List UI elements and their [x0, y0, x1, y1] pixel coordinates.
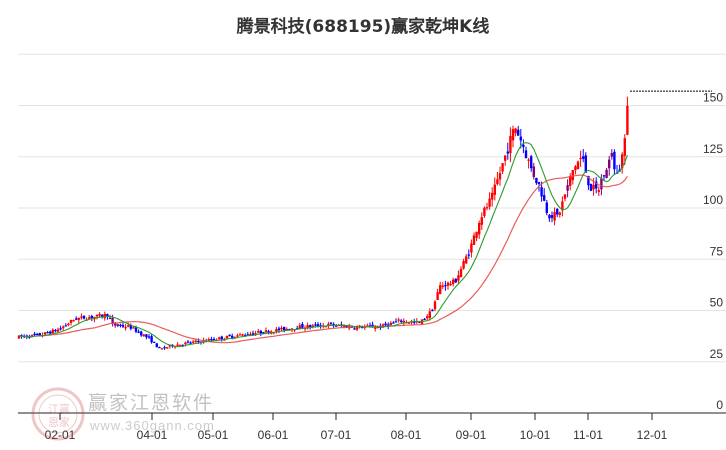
svg-text:04-01: 04-01: [137, 428, 168, 442]
svg-text:25: 25: [710, 347, 724, 361]
svg-text:100: 100: [703, 193, 723, 207]
svg-text:07-01: 07-01: [321, 428, 352, 442]
svg-text:0: 0: [716, 398, 723, 412]
svg-text:08-01: 08-01: [391, 428, 422, 442]
ma-short-line: [18, 142, 628, 348]
y-axis-labels: 0 25 50 75 100 125 150: [703, 91, 723, 413]
svg-text:05-01: 05-01: [198, 428, 229, 442]
svg-text:75: 75: [710, 244, 724, 258]
svg-text:赢: 赢: [59, 402, 70, 416]
svg-text:06-01: 06-01: [258, 428, 289, 442]
svg-text:江: 江: [48, 403, 59, 416]
svg-text:125: 125: [703, 142, 723, 156]
svg-text:10-01: 10-01: [520, 428, 551, 442]
svg-text:02-01: 02-01: [45, 428, 76, 442]
svg-text:恩: 恩: [48, 416, 59, 429]
svg-text:50: 50: [710, 296, 724, 310]
svg-text:12-01: 12-01: [637, 428, 668, 442]
gridlines: [18, 53, 726, 363]
svg-text:家: 家: [59, 415, 70, 429]
chart-title: 腾景科技(688195)赢家乾坤K线: [236, 17, 490, 37]
x-axis: 02-01 04-01 05-01 06-01 07-01 08-01 09-01 10-01…: [45, 413, 668, 442]
watermark-text: 赢家江恩软件: [88, 392, 215, 414]
svg-text:150: 150: [703, 91, 723, 105]
watermark-logo: 江 赢 恩 家: [31, 387, 85, 441]
candles: [17, 96, 629, 350]
svg-text:11-01: 11-01: [573, 428, 603, 442]
svg-text:09-01: 09-01: [456, 428, 487, 442]
watermark-url: www.360gann.com: [90, 418, 215, 433]
ma-long-line: [18, 174, 628, 344]
